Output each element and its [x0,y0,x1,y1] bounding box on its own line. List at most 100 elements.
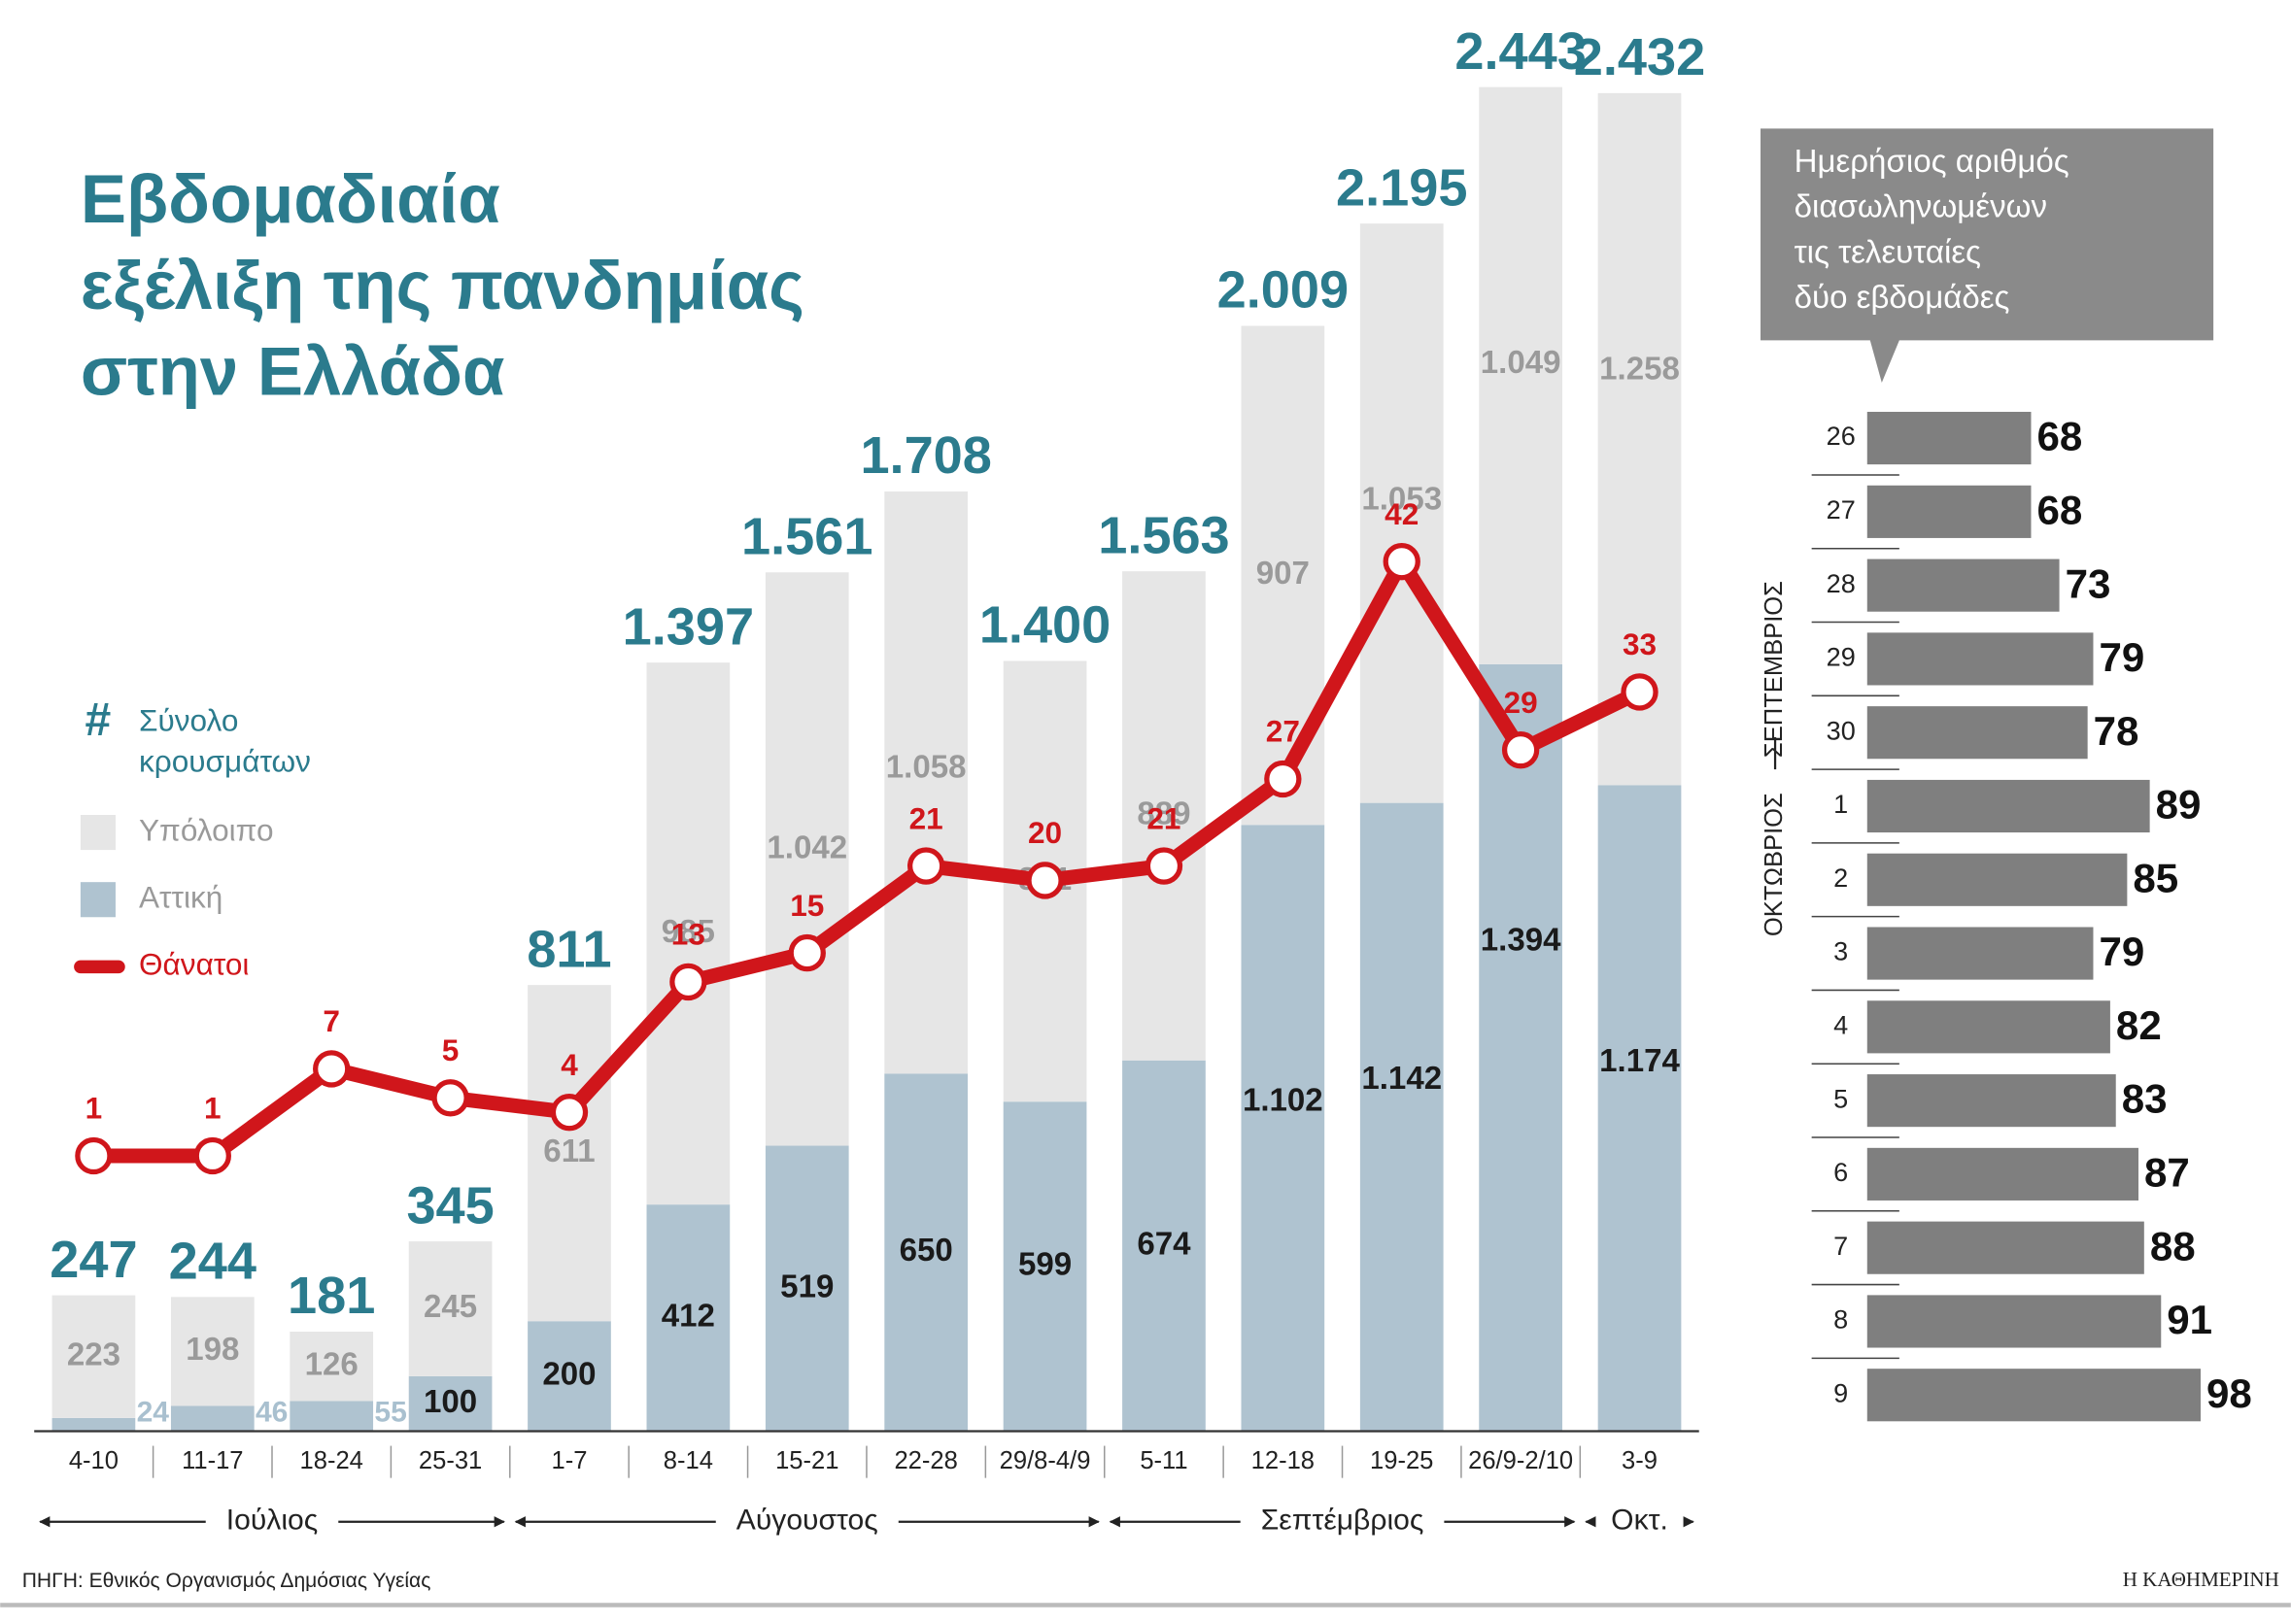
bar-segment [51,1295,136,1418]
value-label: 82 [2116,1002,2162,1048]
bar [1866,1221,2144,1274]
month-label: Ιούλιος [226,1505,318,1537]
deaths-label: 4 [561,1047,578,1082]
deaths-point [1621,673,1658,711]
value-label: 1.394 [1481,922,1561,958]
deaths-point [788,933,826,972]
value-label: 1.142 [1361,1061,1442,1097]
legend-label-line: κρουσμάτων [139,744,311,779]
bar-segment [646,662,731,1205]
bar-segment [1003,1101,1087,1432]
value-label: 611 [543,1133,595,1169]
x-tick-label: 8-14 [664,1447,713,1474]
x-tick-label: 12-18 [1251,1447,1315,1474]
total-label: 1.400 [979,596,1111,655]
value-label: 245 [424,1289,477,1325]
deaths-point [1145,847,1183,885]
month-label: Σεπτέμβριος [1261,1505,1424,1537]
bar-segment [1122,1060,1206,1432]
value-label: 1.174 [1599,1043,1680,1079]
total-label: 1.708 [860,426,991,485]
month-label: Οκτ. [1611,1505,1668,1537]
bar [1866,1369,2201,1422]
deaths-label: 13 [671,917,705,952]
value-label: 126 [305,1346,359,1382]
y-tick-label: 9 [1833,1378,1848,1407]
deaths-label: 21 [909,800,943,835]
value-label: 650 [900,1233,953,1269]
deaths-label: 1 [85,1091,103,1126]
value-label: 85 [2133,855,2178,900]
bar [1866,706,2088,760]
value-label: 88 [2150,1223,2196,1269]
y-tick-label: 7 [1833,1232,1848,1261]
x-tick-label: 26/9-2/10 [1468,1447,1573,1474]
value-label: 1.102 [1243,1083,1323,1119]
value-label: 985 [662,914,715,950]
bar-segment [765,1145,849,1432]
bar [1866,1000,2110,1054]
value-label: 889 [1137,796,1190,832]
value-label: 79 [2099,634,2144,680]
deaths-label: 15 [790,888,824,923]
value-label: 73 [2066,560,2111,606]
panel-title: Ημερήσιος αριθμός [1795,144,2069,180]
deaths-label: 27 [1266,714,1300,749]
deaths-point [1264,760,1302,798]
legend-label-line: Σύνολο [139,703,247,738]
deaths-point [669,963,707,1001]
bar [1866,1295,2162,1348]
bar-segment [51,1417,136,1432]
publisher: Η ΚΑΘΗΜΕΡΙΝΗ [2123,1568,2279,1591]
month-label: Αύγουστος [736,1505,878,1537]
deaths-point [431,1079,469,1117]
y-tick-label: 3 [1833,937,1848,966]
value-label: 1.058 [886,749,967,785]
value-label: 519 [780,1269,834,1304]
bar-segment [170,1297,255,1406]
deaths-label: 20 [1028,815,1062,850]
deaths-point [906,847,945,885]
deaths-point [313,1050,351,1088]
deaths-point [1026,862,1064,899]
value-label: 87 [2144,1150,2190,1196]
value-label: 89 [2156,782,2202,828]
value-label: 78 [2094,708,2139,754]
legend-label: Αττική [139,880,222,915]
deaths-label: 7 [323,1003,340,1038]
value-label: 907 [1256,556,1310,592]
total-label: 345 [406,1176,494,1235]
bar-segment [1241,825,1325,1432]
value-label: 68 [2036,414,2082,459]
x-tick-label: 25-31 [419,1447,482,1474]
value-label: 68 [2036,487,2082,532]
total-label: 1.563 [1098,506,1229,564]
legend-label: Θάνατοι [139,947,249,982]
value-label: 198 [186,1332,239,1368]
bar-segment [884,491,969,1074]
y-tick-label: 2 [1833,863,1848,893]
x-tick-label: 4-10 [69,1447,119,1474]
bar-segment [290,1401,374,1432]
bar-segment [646,1204,731,1432]
total-label: 1.397 [623,597,754,656]
y-tick-label: 6 [1833,1158,1848,1187]
bar [1866,632,2094,686]
bar-segment [408,1241,493,1376]
value-label: 46 [256,1396,288,1428]
bar [1866,558,2060,612]
total-label: 181 [288,1267,375,1325]
value-label: 1.049 [1481,345,1561,381]
group-label: ΣΕΠΤΕΜΒΡΙΟΣ [1761,581,1788,758]
value-label: 674 [1137,1226,1191,1262]
value-label: 1.053 [1361,482,1442,518]
total-label: 244 [169,1233,256,1291]
y-tick-label: 30 [1827,716,1856,745]
value-label: 55 [374,1396,406,1428]
value-label: 100 [424,1384,477,1420]
chart-title: Εβδομαδιαία [81,160,500,237]
legend-swatch [80,815,116,851]
bar-segment [1359,223,1444,803]
